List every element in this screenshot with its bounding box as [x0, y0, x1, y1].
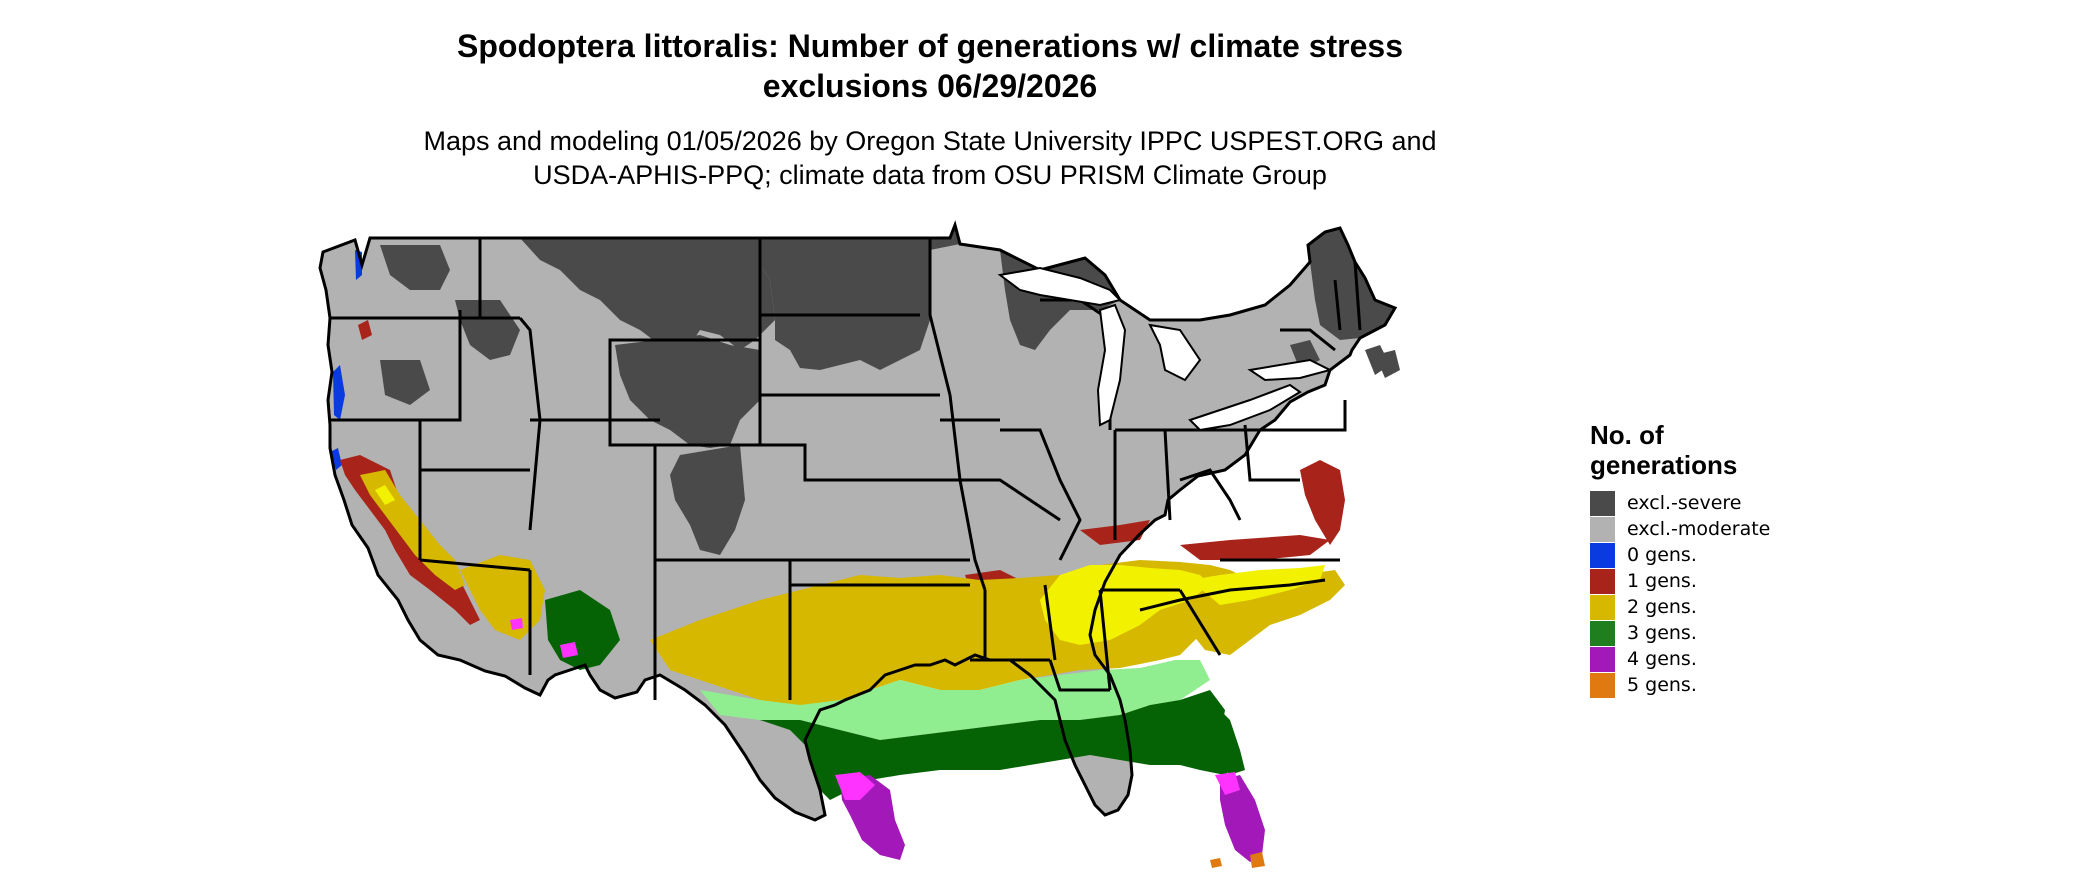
- legend-item: excl.-severe: [1590, 490, 1770, 516]
- legend-label: excl.-moderate: [1627, 518, 1771, 540]
- legend-label: 0 gens.: [1627, 544, 1697, 566]
- legend-title: No. of generations: [1590, 420, 1770, 480]
- gen3-light-regions: [700, 660, 1210, 740]
- legend-title-line-2: generations: [1590, 450, 1738, 480]
- legend-item: 1 gens.: [1590, 568, 1770, 594]
- map-subtitle: Maps and modeling 01/05/2026 by Oregon S…: [330, 124, 1530, 192]
- legend-label: 4 gens.: [1627, 648, 1697, 670]
- gen5-regions: [1210, 852, 1265, 868]
- legend-items: excl.-severe excl.-moderate 0 gens. 1 gens.…: [1590, 490, 1770, 698]
- map-title: Spodoptera littoralis: Number of generat…: [330, 26, 1530, 106]
- title-line-1: Spodoptera littoralis: Number of generat…: [457, 28, 1403, 64]
- gen4-regions: [840, 775, 1265, 862]
- us-generations-map: [318, 220, 1400, 868]
- legend-label: 5 gens.: [1627, 674, 1697, 696]
- legend-swatch: [1590, 594, 1615, 620]
- legend-label: excl.-severe: [1627, 492, 1742, 514]
- legend-label: 2 gens.: [1627, 596, 1697, 618]
- gen4-bright-regions: [510, 618, 1240, 800]
- legend-swatch: [1590, 490, 1615, 516]
- great-lakes: [997, 266, 1333, 432]
- legend-swatch: [1590, 620, 1615, 646]
- legend-swatch: [1590, 672, 1615, 698]
- legend-item: 0 gens.: [1590, 542, 1770, 568]
- legend-item: excl.-moderate: [1590, 516, 1770, 542]
- subtitle-line-1: Maps and modeling 01/05/2026 by Oregon S…: [423, 126, 1437, 156]
- legend-label: 3 gens.: [1627, 622, 1697, 644]
- legend-item: 4 gens.: [1590, 646, 1770, 672]
- legend-item: 2 gens.: [1590, 594, 1770, 620]
- legend-title-line-1: No. of: [1590, 420, 1664, 450]
- legend-swatch: [1590, 568, 1615, 594]
- legend-item: 5 gens.: [1590, 672, 1770, 698]
- map-legend: No. of generations excl.-severe excl.-mod…: [1590, 420, 1770, 698]
- gen2-bright-regions: [375, 485, 1325, 645]
- legend-item: 3 gens.: [1590, 620, 1770, 646]
- state-boundaries: [318, 220, 1398, 822]
- legend-label: 1 gens.: [1627, 570, 1697, 592]
- title-line-2: exclusions 06/29/2026: [762, 68, 1098, 104]
- legend-swatch: [1590, 542, 1615, 568]
- legend-swatch: [1590, 646, 1615, 672]
- legend-swatch: [1590, 516, 1615, 542]
- subtitle-line-2: USDA-APHIS-PPQ; climate data from OSU PR…: [533, 160, 1327, 190]
